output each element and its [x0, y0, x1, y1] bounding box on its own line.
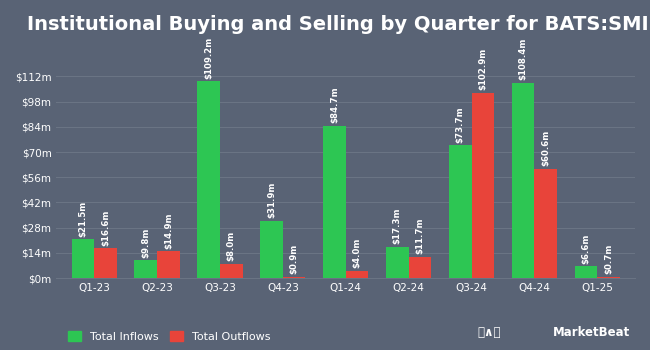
- Bar: [346, 271, 369, 278]
- Bar: [260, 220, 283, 278]
- Text: $73.7m: $73.7m: [456, 106, 465, 143]
- Text: $4.0m: $4.0m: [352, 238, 361, 268]
- Bar: [198, 81, 220, 278]
- Bar: [94, 248, 117, 278]
- Text: $109.2m: $109.2m: [204, 36, 213, 79]
- Bar: [575, 266, 597, 278]
- Bar: [283, 276, 306, 278]
- Bar: [135, 260, 157, 278]
- Bar: [534, 169, 557, 278]
- Text: $84.7m: $84.7m: [330, 86, 339, 123]
- Text: $8.0m: $8.0m: [227, 231, 236, 261]
- Bar: [72, 239, 94, 278]
- Text: $11.7m: $11.7m: [415, 218, 424, 254]
- Text: $60.6m: $60.6m: [541, 130, 550, 166]
- Text: $21.5m: $21.5m: [79, 201, 87, 237]
- Text: $102.9m: $102.9m: [478, 48, 488, 90]
- Text: $16.6m: $16.6m: [101, 209, 110, 245]
- Bar: [597, 277, 620, 278]
- Text: $17.3m: $17.3m: [393, 208, 402, 244]
- Bar: [386, 247, 409, 278]
- Bar: [512, 83, 534, 278]
- Text: $9.8m: $9.8m: [141, 228, 150, 258]
- Text: $0.7m: $0.7m: [604, 244, 613, 274]
- Bar: [157, 251, 180, 278]
- Text: $6.6m: $6.6m: [582, 233, 590, 264]
- Legend: Total Inflows, Total Outflows: Total Inflows, Total Outflows: [62, 326, 276, 348]
- Bar: [409, 257, 431, 278]
- Text: MarketBeat: MarketBeat: [553, 327, 630, 340]
- Title: Institutional Buying and Selling by Quarter for BATS:SMIN: Institutional Buying and Selling by Quar…: [27, 15, 650, 34]
- Text: $0.9m: $0.9m: [290, 244, 299, 274]
- Text: $108.4m: $108.4m: [519, 38, 528, 80]
- Bar: [220, 264, 242, 278]
- Text: $14.9m: $14.9m: [164, 212, 173, 248]
- Bar: [449, 145, 471, 278]
- Bar: [323, 126, 346, 278]
- Text: ⎯∧⎯: ⎯∧⎯: [478, 327, 501, 340]
- Text: $31.9m: $31.9m: [267, 182, 276, 218]
- Bar: [471, 93, 494, 278]
